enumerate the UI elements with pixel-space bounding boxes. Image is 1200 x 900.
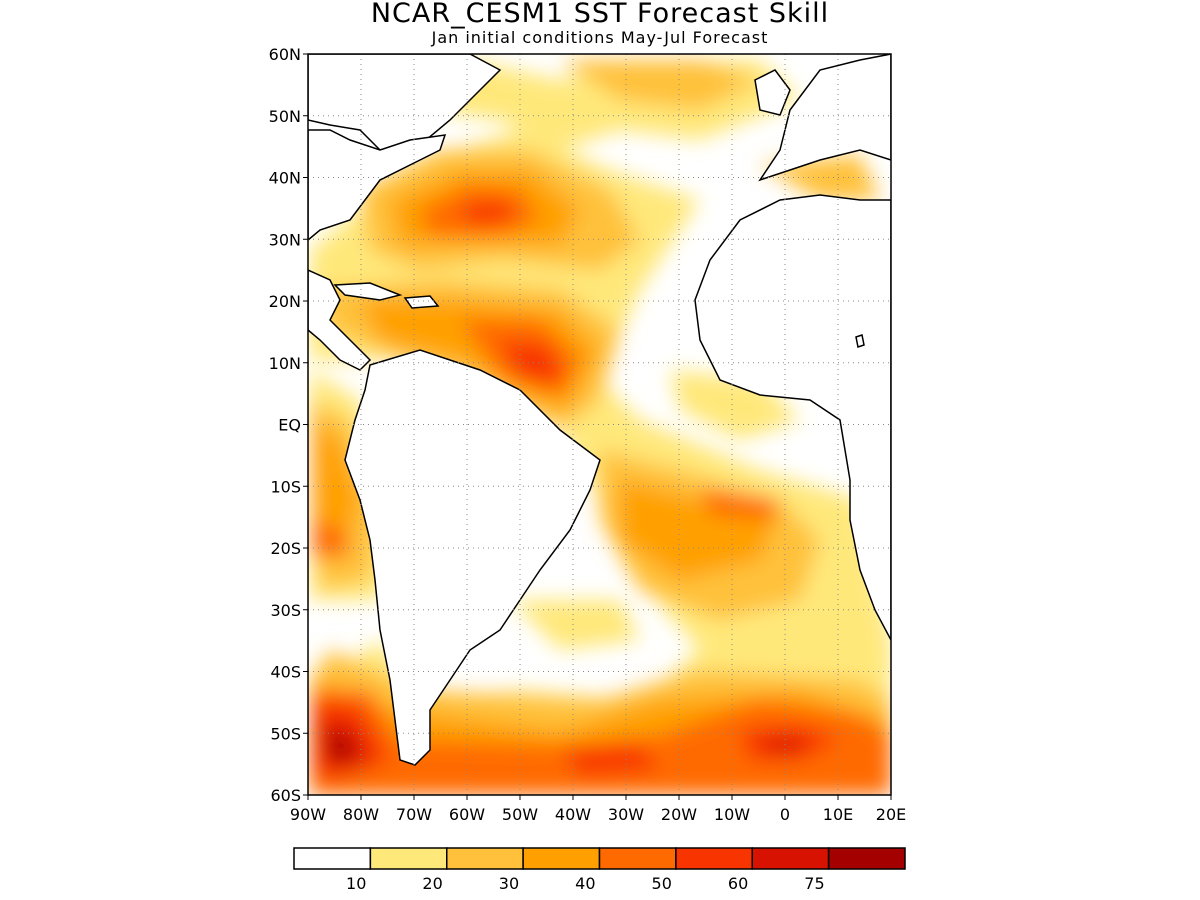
lat-tick-label: 10S — [270, 477, 301, 496]
lat-tick-label: 30N — [269, 230, 301, 249]
hispaniola — [403, 295, 440, 309]
colorbar-swatch — [369, 847, 448, 870]
lon-tick-label: 20W — [661, 805, 697, 824]
colorbar-label: 40 — [575, 874, 595, 893]
map-gridlines — [308, 54, 891, 795]
north-america — [308, 54, 502, 151]
africa — [694, 194, 891, 641]
map-title: NCAR_CESM1 SST Forecast Skill — [370, 0, 830, 29]
colorbar-swatch — [598, 847, 677, 870]
axis-ticks — [303, 53, 892, 800]
lat-tick-label: 30S — [270, 601, 301, 620]
colorbar-label: 60 — [728, 874, 748, 893]
land-masses — [308, 54, 891, 766]
colorbar-swatch — [522, 847, 601, 870]
lon-tick-label: 50W — [502, 805, 538, 824]
colorbar-swatch — [446, 847, 524, 870]
colorbar-labels: 10 20 30 40 50 60 75 — [346, 874, 825, 893]
lon-tick-label: 30W — [608, 805, 644, 824]
lat-tick-label: 60N — [269, 45, 301, 64]
lat-tick-label: 10N — [269, 354, 301, 373]
lon-tick-label: 10W — [714, 805, 750, 824]
map-subtitle: Jan initial conditions May-Jul Forecast — [431, 28, 769, 47]
colorbar-label: 10 — [346, 874, 366, 893]
lon-tick-label: 70W — [396, 805, 432, 824]
lon-tick-label: 20E — [876, 805, 906, 824]
lat-tick-label: 40N — [269, 169, 301, 188]
map-plot-area — [308, 54, 891, 795]
madagascar-edge — [855, 334, 865, 348]
lon-tick-label: 0 — [780, 805, 790, 824]
longitude-labels: 90W 80W 70W 60W 50W 40W 30W 20W 10W 0 10E 20E — [290, 805, 906, 824]
lat-tick-label: EQ — [278, 416, 301, 435]
lon-tick-label: 40W — [555, 805, 591, 824]
lon-tick-label: 60W — [449, 805, 485, 824]
colorbar-label: 20 — [422, 874, 442, 893]
colorbar-swatch — [675, 847, 753, 870]
south-america — [344, 349, 601, 766]
latitude-labels: 60N 50N 40N 30N 20N 10N EQ 10S 20S 30S 40S 50S 60S — [269, 45, 301, 805]
lon-tick-label: 80W — [343, 805, 379, 824]
colorbar-label: 30 — [499, 874, 519, 893]
lat-tick-label: 60S — [270, 786, 301, 805]
central-america — [308, 269, 372, 371]
cuba — [333, 282, 403, 301]
colorbar-swatch — [827, 847, 906, 870]
skill-level-50 — [312, 200, 840, 780]
colorbar-swatch — [751, 847, 830, 870]
lat-tick-label: 50S — [270, 724, 301, 743]
colorbar-label: 75 — [804, 874, 824, 893]
lat-tick-label: 40S — [270, 663, 301, 682]
lat-tick-label: 20N — [269, 292, 301, 311]
lat-tick-label: 20S — [270, 539, 301, 558]
europe — [758, 54, 891, 182]
skill-level-75 — [325, 735, 352, 760]
lat-tick-label: 50N — [269, 107, 301, 126]
colorbar-label: 50 — [652, 874, 672, 893]
colorbar — [293, 847, 906, 870]
lon-tick-label: 10E — [823, 805, 853, 824]
british-isles — [754, 69, 791, 116]
north-america-east-coast — [308, 129, 447, 241]
colorbar-swatch — [293, 847, 372, 870]
lon-tick-label: 90W — [290, 805, 326, 824]
